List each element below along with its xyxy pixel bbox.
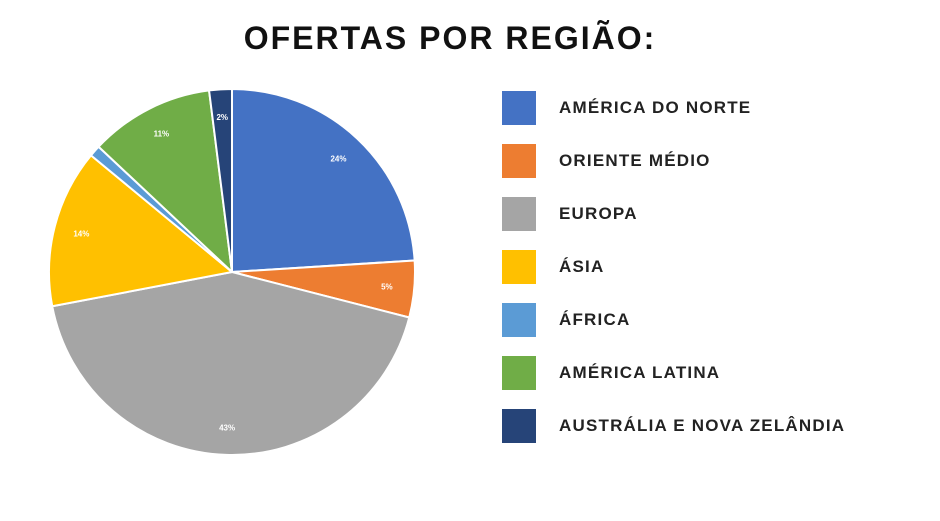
pie-slice-america-do-norte: [231, 88, 416, 273]
legend-item-oriente-medio: ORIENTE MÉDIO: [502, 144, 845, 178]
pie-slices: [48, 88, 416, 456]
legend-label: AMÉRICA LATINA: [559, 363, 721, 382]
legend-item-europa: EUROPA: [502, 197, 845, 231]
pie-slice-america-latina: [97, 89, 233, 273]
legend-label: ÁSIA: [559, 257, 605, 276]
legend-label: ÁFRICA: [559, 310, 631, 329]
legend-swatch: [502, 356, 536, 390]
legend-label: ORIENTE MÉDIO: [559, 151, 711, 170]
legend: AMÉRICA DO NORTE ORIENTE MÉDIO EUROPA ÁSIA Á…: [502, 91, 845, 462]
legend-item-america-do-norte: AMÉRICA DO NORTE: [502, 91, 845, 125]
legend-label: AUSTRÁLIA E NOVA ZELÂNDIA: [559, 416, 846, 435]
legend-swatch: [502, 197, 536, 231]
chart-title: OFERTAS POR REGIÃO:: [243, 20, 657, 56]
legend-swatch: [502, 144, 536, 178]
pie-slice-europa: [51, 271, 411, 456]
legend-item-america-latina: AMÉRICA LATINA: [502, 356, 845, 390]
slice-label-america-latina: 11%: [154, 129, 170, 138]
legend-swatch: [502, 91, 536, 125]
slice-label-europa: 43%: [219, 423, 235, 432]
slice-label-australia-e-nova-zelandia: 2%: [216, 113, 228, 122]
pie-slice-labels: 24% 5% 43% 14% 11% 2%: [73, 113, 392, 433]
legend-swatch: [502, 303, 536, 337]
legend-label: EUROPA: [559, 204, 638, 223]
legend-item-australia-e-nova-zelandia: AUSTRÁLIA E NOVA ZELÂNDIA: [502, 409, 845, 443]
pie-slice-asia: [48, 154, 233, 308]
pie-slice-australia-e-nova-zelandia: [208, 88, 233, 273]
legend-swatch: [502, 250, 536, 284]
slice-label-asia: 14%: [73, 229, 89, 238]
legend-label: AMÉRICA DO NORTE: [559, 98, 752, 117]
pie-chart: 24% 5% 43% 14% 11% 2%: [48, 88, 416, 456]
legend-item-asia: ÁSIA: [502, 250, 845, 284]
legend-swatch: [502, 409, 536, 443]
slice-label-america-do-norte: 24%: [330, 155, 346, 164]
legend-item-africa: ÁFRICA: [502, 303, 845, 337]
slice-label-oriente-medio: 5%: [381, 283, 393, 292]
